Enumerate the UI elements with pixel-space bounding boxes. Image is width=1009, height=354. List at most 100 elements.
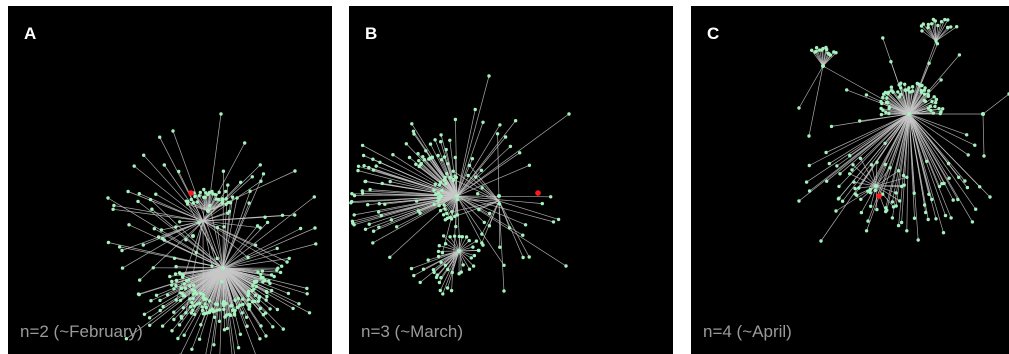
network-node bbox=[460, 235, 464, 239]
network-edge bbox=[906, 113, 910, 231]
network-node bbox=[193, 194, 197, 199]
network-node bbox=[824, 150, 828, 155]
network-node bbox=[926, 94, 931, 99]
network-edge bbox=[886, 113, 910, 211]
network-edge bbox=[839, 113, 910, 175]
network-node bbox=[224, 301, 228, 306]
network-node bbox=[848, 172, 852, 176]
network-node bbox=[190, 288, 195, 292]
network-edge bbox=[456, 164, 530, 197]
network-node bbox=[905, 175, 909, 179]
network-edge bbox=[222, 267, 233, 354]
network-node bbox=[467, 238, 471, 243]
network-node bbox=[219, 112, 223, 116]
network-node bbox=[436, 153, 440, 158]
network-node bbox=[883, 90, 888, 95]
network-edge bbox=[498, 200, 524, 258]
network-node bbox=[189, 311, 194, 315]
network-node bbox=[471, 245, 475, 249]
network-node bbox=[884, 209, 888, 214]
network-node bbox=[925, 159, 929, 163]
network-node bbox=[201, 296, 206, 300]
network-node bbox=[988, 195, 992, 199]
network-node bbox=[388, 179, 392, 184]
network-edge bbox=[456, 195, 523, 236]
network-node bbox=[298, 226, 303, 231]
network-node bbox=[259, 179, 263, 183]
network-node bbox=[905, 229, 909, 233]
network-node bbox=[899, 220, 904, 225]
network-node bbox=[227, 209, 232, 214]
network-node bbox=[436, 249, 441, 254]
network-node bbox=[448, 138, 452, 142]
network-node bbox=[454, 224, 458, 229]
network-node bbox=[177, 323, 182, 327]
hub-node bbox=[455, 194, 459, 198]
network-node bbox=[172, 310, 176, 314]
network-node bbox=[955, 25, 959, 29]
network-node bbox=[407, 155, 412, 160]
network-node bbox=[866, 189, 870, 193]
network-node bbox=[938, 111, 942, 116]
network-edge bbox=[418, 195, 458, 212]
network-node bbox=[957, 175, 961, 179]
network-edge bbox=[154, 228, 224, 269]
network-node bbox=[459, 270, 463, 274]
network-edge bbox=[469, 165, 500, 202]
network-node bbox=[912, 191, 916, 195]
network-edge bbox=[456, 195, 567, 267]
network-node bbox=[170, 279, 174, 284]
network-node bbox=[117, 245, 122, 249]
network-node bbox=[930, 99, 934, 104]
network-node bbox=[120, 266, 125, 270]
network-node bbox=[922, 92, 927, 96]
network-edge bbox=[369, 195, 458, 225]
network-node bbox=[184, 238, 188, 242]
network-node bbox=[183, 286, 188, 291]
network-edge bbox=[173, 267, 224, 313]
network-node bbox=[455, 198, 460, 202]
network-node bbox=[523, 223, 528, 227]
network-edge bbox=[222, 267, 241, 335]
network-edge bbox=[440, 250, 460, 278]
network-node bbox=[439, 158, 444, 162]
network-node bbox=[112, 203, 116, 208]
network-node bbox=[236, 296, 241, 301]
network-node bbox=[883, 141, 887, 145]
node-layer bbox=[797, 17, 1009, 243]
network-node bbox=[120, 248, 124, 253]
network-node bbox=[409, 266, 414, 271]
network-edge bbox=[908, 113, 940, 187]
network-node bbox=[418, 211, 422, 215]
network-node bbox=[159, 228, 164, 232]
network-node bbox=[217, 319, 222, 323]
network-node bbox=[261, 172, 266, 176]
network-node bbox=[481, 120, 485, 125]
network-edge bbox=[908, 113, 975, 146]
network-node bbox=[521, 233, 525, 237]
network-edge bbox=[222, 267, 239, 348]
network-edge bbox=[202, 220, 218, 259]
network-edge bbox=[875, 185, 897, 194]
network-node bbox=[927, 192, 931, 196]
network-node bbox=[211, 310, 215, 314]
network-node bbox=[106, 196, 110, 200]
network-node bbox=[440, 188, 444, 192]
network-node bbox=[178, 298, 183, 303]
network-node bbox=[217, 308, 222, 312]
network-node bbox=[198, 301, 202, 305]
network-node bbox=[195, 200, 199, 204]
network-node bbox=[269, 288, 274, 293]
network-node bbox=[866, 219, 870, 223]
panel-caption-b: n=3 (~March) bbox=[361, 322, 464, 341]
network-node bbox=[922, 203, 927, 207]
network-node bbox=[197, 221, 201, 225]
network-node bbox=[245, 324, 249, 328]
network-edge bbox=[202, 220, 261, 229]
network-edge bbox=[908, 113, 928, 162]
network-node bbox=[436, 191, 441, 195]
network-node bbox=[201, 293, 205, 297]
hub-node bbox=[191, 234, 195, 238]
network-node bbox=[908, 90, 912, 94]
network-node bbox=[956, 197, 960, 202]
